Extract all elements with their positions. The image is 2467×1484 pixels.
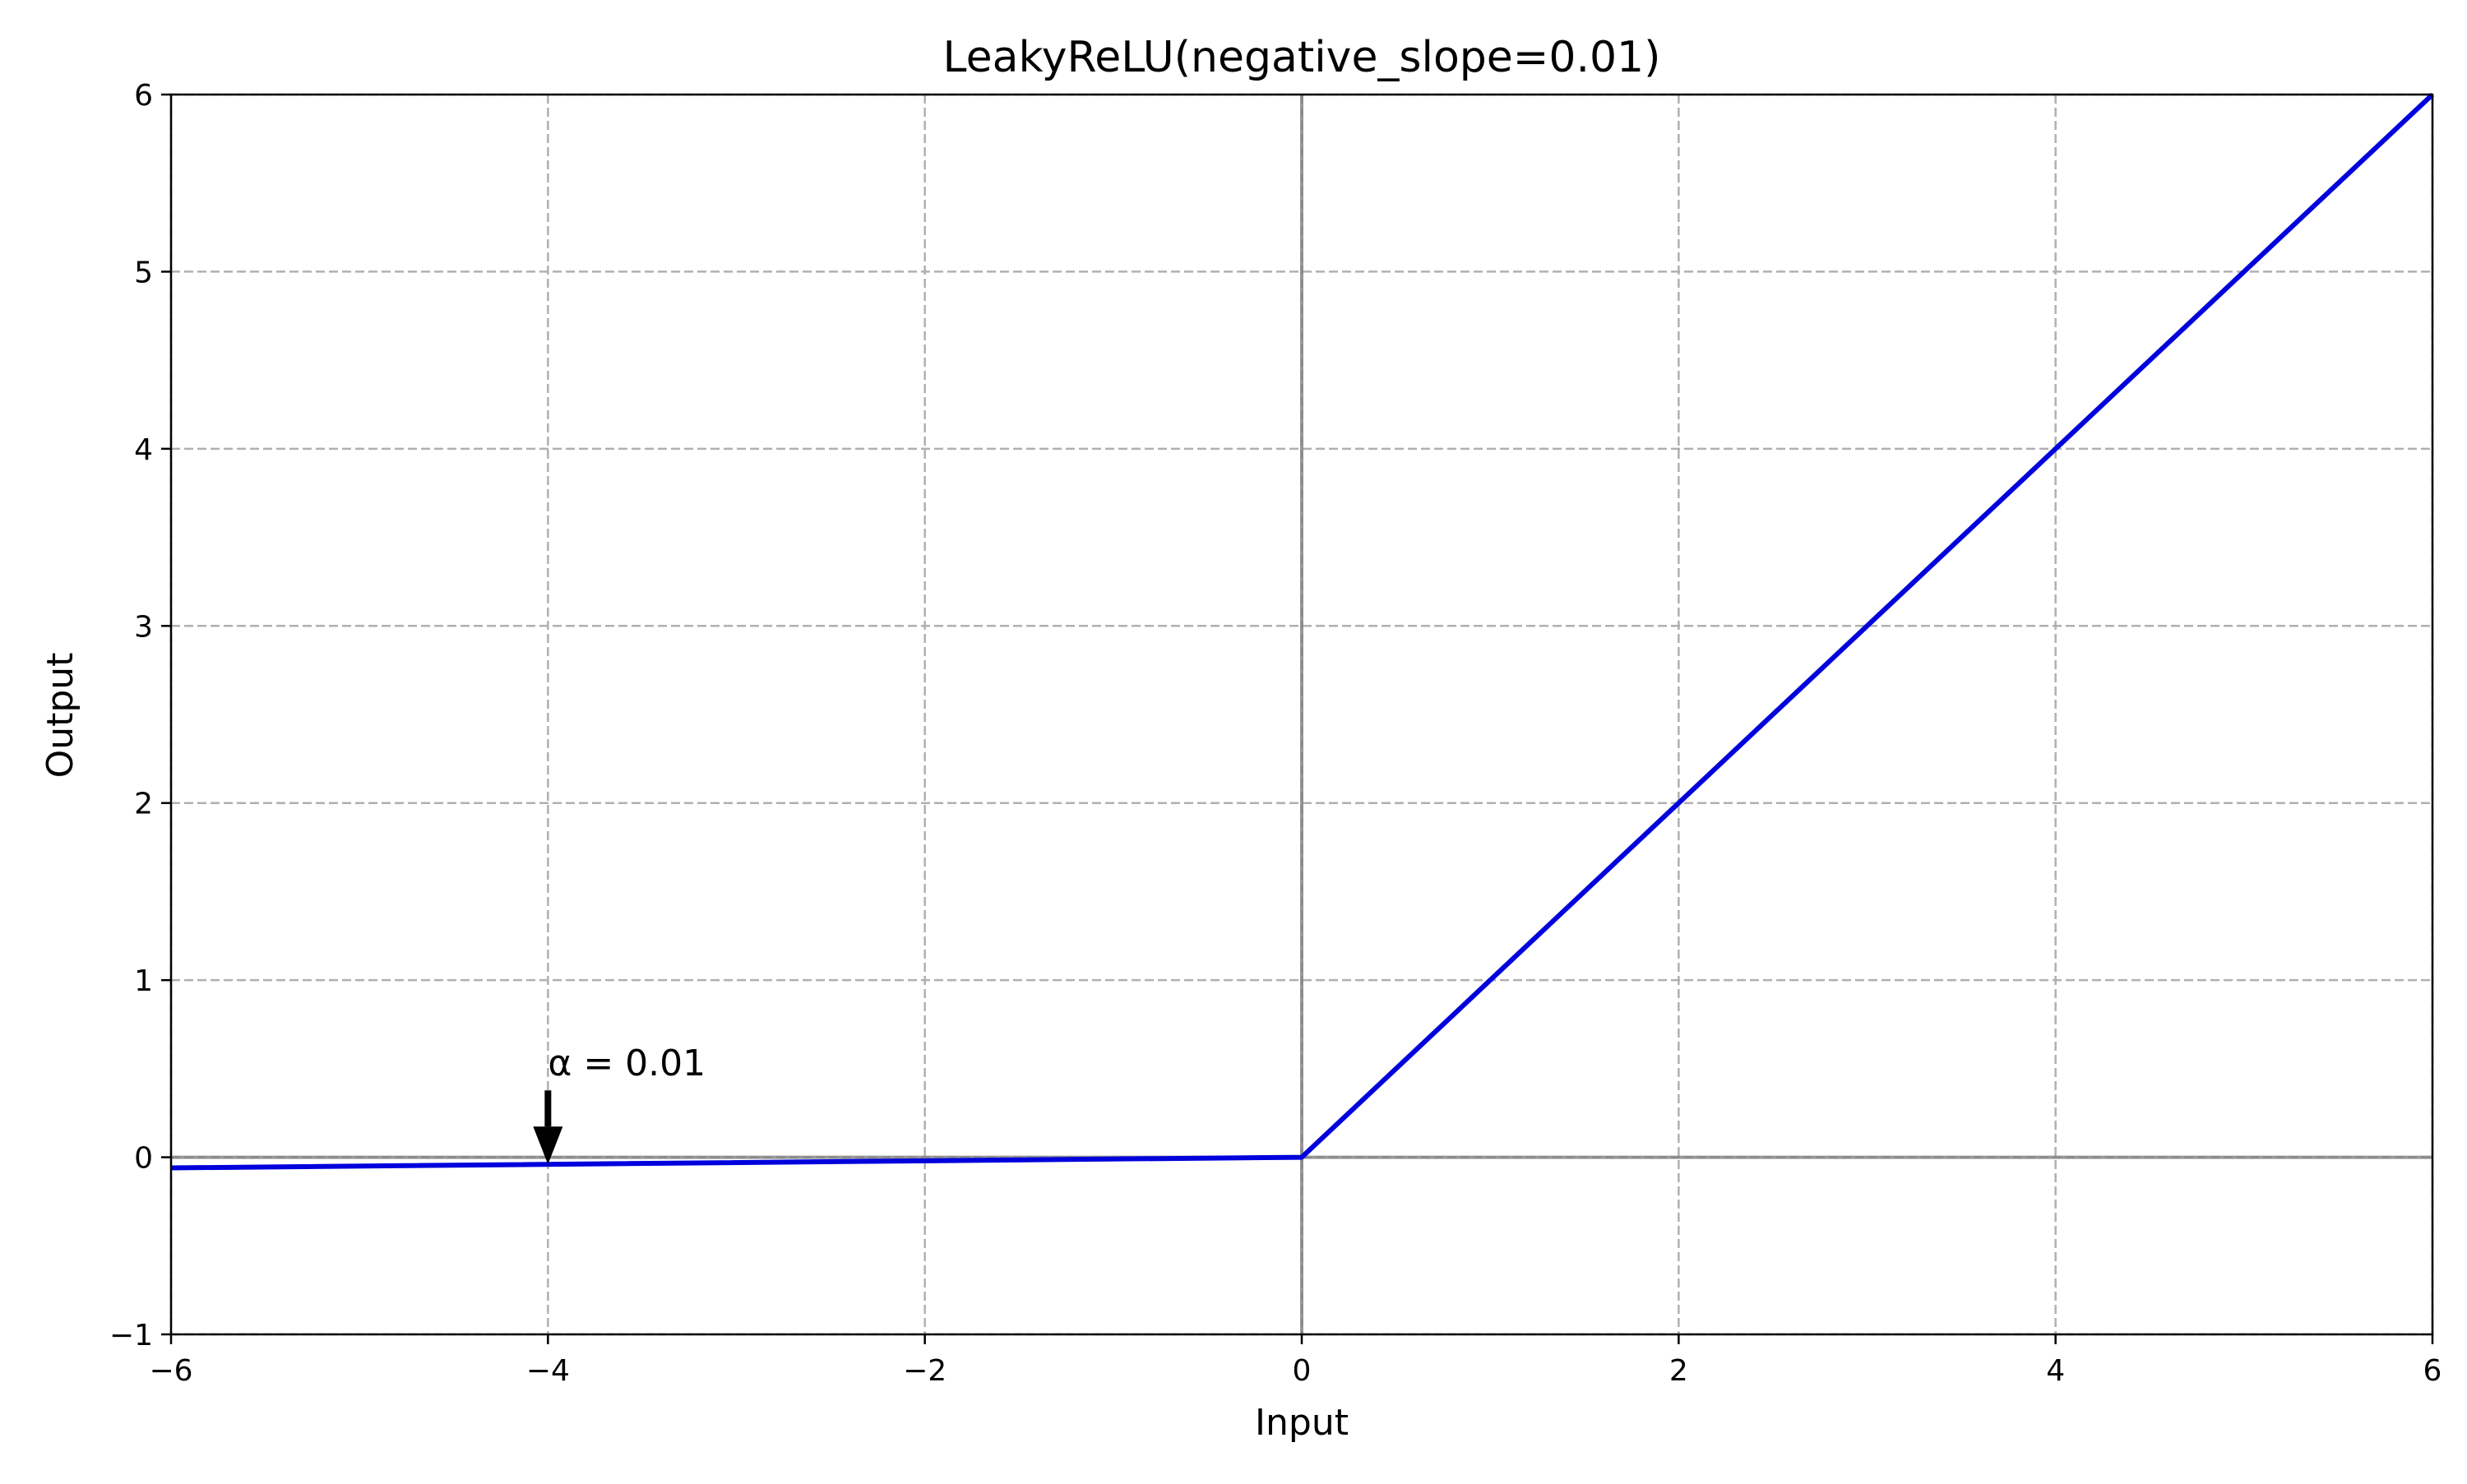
y-tick-label: 6 (134, 79, 153, 113)
y-axis-label: Output (39, 653, 81, 779)
tick-layer: −6 −4 −2 0 2 4 6 −1 0 1 2 3 4 5 6 (109, 79, 2442, 1388)
y-tick-label: 0 (134, 1142, 153, 1176)
y-tick-label: 3 (134, 610, 153, 644)
y-tick-label: 5 (134, 256, 153, 289)
y-tick-label: 2 (134, 788, 153, 821)
x-tick-label: −2 (903, 1354, 947, 1388)
x-tick-label: 0 (1293, 1354, 1312, 1388)
x-tick-label: 6 (2423, 1354, 2442, 1388)
y-tick-label: −1 (109, 1319, 153, 1352)
x-tick-label: −4 (526, 1354, 570, 1388)
x-tick-label: 2 (1669, 1354, 1688, 1388)
chart-title: LeakyReLU(negative_slope=0.01) (943, 33, 1661, 82)
x-tick-label: −6 (149, 1354, 192, 1388)
annotation-arrow-head (533, 1126, 563, 1165)
x-axis-label: Input (1255, 1402, 1349, 1444)
annotation-layer: α = 0.01 (533, 1042, 706, 1165)
annotation-label: α = 0.01 (548, 1042, 706, 1084)
y-tick-label: 1 (134, 964, 153, 998)
y-tick-label: 4 (134, 433, 153, 467)
x-tick-label: 4 (2046, 1354, 2065, 1388)
